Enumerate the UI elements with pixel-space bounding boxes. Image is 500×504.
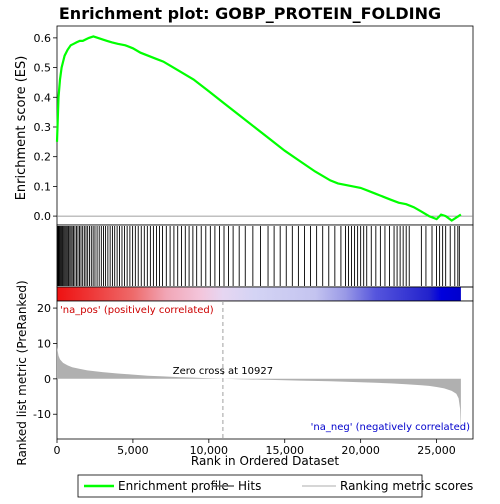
negative-correlation-label: 'na_neg' (negatively correlated) <box>311 422 470 433</box>
rank-y-ticks: -10 0 10 20 <box>33 302 57 421</box>
rank-y-tick-label: 20 <box>37 302 51 315</box>
legend-label: Hits <box>238 479 261 493</box>
es-y-tick-label: 0.4 <box>34 91 52 104</box>
rank-y-tick-label: -10 <box>33 408 51 421</box>
rank-y-axis-label: Ranked list metric (PreRanked) <box>15 280 29 465</box>
legend-label: Enrichment profile <box>118 479 229 493</box>
hits-marks <box>57 226 460 286</box>
es-panel-frame <box>56 25 474 226</box>
legend-box <box>77 474 423 498</box>
es-y-ticks: 0.0 0.1 0.2 0.3 0.4 0.5 0.6 <box>34 32 57 223</box>
chart-title: Enrichment plot: GOBP_PROTEIN_FOLDING <box>59 4 441 23</box>
zero-cross-label: Zero cross at 10927 <box>173 366 273 377</box>
positive-correlation-label: 'na_pos' (positively correlated) <box>60 305 214 316</box>
legend-entry: Hits <box>212 479 261 493</box>
es-y-tick-label: 0.3 <box>34 121 52 134</box>
es-y-tick-label: 0.6 <box>34 32 52 45</box>
es-series-line <box>55 35 462 222</box>
x-axis-label: Rank in Ordered Dataset <box>191 454 339 468</box>
x-tick-label: 0 <box>54 444 61 457</box>
legend: Enrichment profile Hits Ranking metric sco… <box>84 479 473 493</box>
legend-label: Ranking metric scores <box>340 479 473 493</box>
es-y-axis-label: Enrichment score (ES) <box>14 56 29 201</box>
x-tick-label: 10,000 <box>190 444 229 457</box>
ranking-heat-bar <box>57 287 461 301</box>
rank-y-tick-label: 0 <box>44 373 51 386</box>
es-y-tick-label: 0.0 <box>34 210 52 223</box>
es-y-tick-label: 0.1 <box>34 180 52 193</box>
x-axis-ticks: 0 5,000 10,000 15,000 20,000 25,000 <box>54 439 456 457</box>
legend-entry: Ranking metric scores <box>302 479 473 493</box>
hits-panel-frame <box>56 224 474 288</box>
rank-y-tick-label: 10 <box>37 337 51 350</box>
x-tick-label: 20,000 <box>341 444 380 457</box>
x-tick-label: 5,000 <box>117 444 149 457</box>
es-y-tick-label: 0.5 <box>34 62 52 75</box>
x-tick-label: 25,000 <box>417 444 456 457</box>
x-tick-label: 15,000 <box>265 444 304 457</box>
es-y-tick-label: 0.2 <box>34 151 52 164</box>
legend-entry: Enrichment profile <box>84 479 229 493</box>
